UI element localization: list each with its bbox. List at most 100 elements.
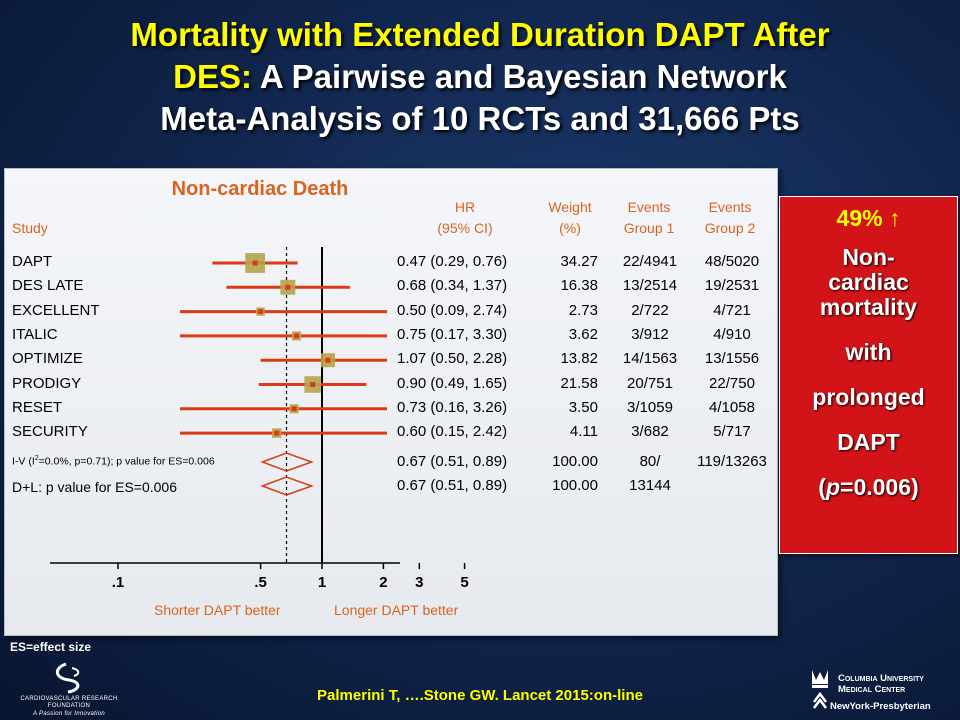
study-events-group2: 5/717 — [713, 423, 751, 441]
study-events-group2: 4/721 — [713, 301, 751, 319]
header-hr: HR (95% CI) — [415, 197, 515, 239]
header-events1-line1: Events — [627, 199, 671, 215]
study-label: DAPT — [12, 253, 53, 270]
title-line-2-yellow: DES: — [173, 58, 252, 95]
callout-percentage: 49% ↑ — [836, 205, 901, 231]
pooled-diamond — [260, 452, 314, 472]
callout-line-4: with — [845, 339, 892, 365]
x-tick-label: 2 — [379, 574, 387, 591]
study-events-group1: 13/2514 — [622, 277, 678, 295]
study-events-group2: 4/1058 — [709, 398, 755, 416]
study-hr-ci: 0.50 (0.09, 2.74) — [397, 301, 508, 319]
study-weight: 13.82 — [560, 350, 598, 368]
title-line-2-white: A Pairwise and Bayesian Network — [251, 58, 787, 95]
crf-foundation: FOUNDATION — [47, 703, 91, 709]
header-hr-line1: HR — [454, 199, 476, 215]
study-weight: 21.58 — [560, 374, 598, 392]
pooled-weight: 100.00 — [552, 453, 598, 470]
pooled-events-group1: 13144 — [629, 477, 671, 494]
study-events-group2: 13/1556 — [704, 350, 760, 368]
study-hr-ci: 0.75 (0.17, 3.30) — [397, 325, 508, 343]
nyp-name: NewYork-Presbyterian — [830, 701, 931, 712]
study-events-group1: 3/1059 — [627, 398, 673, 416]
title-line-1: Mortality with Extended Duration DAPT Af… — [130, 16, 830, 53]
crf-name: CARDIOVASCULAR RESEARCH — [20, 696, 118, 702]
study-hr-ci: 1.07 (0.50, 2.28) — [397, 350, 508, 368]
pooled-dl-label: D+L: p value for ES=0.006 — [12, 479, 177, 495]
study-hr-ci: 0.90 (0.49, 1.65) — [397, 374, 508, 392]
study-label: OPTIMIZE — [12, 350, 83, 368]
slide-title: Mortality with Extended Duration DAPT Af… — [0, 14, 960, 140]
pooled-events-group1: 80/ — [639, 453, 661, 470]
forest-plot-title: Non-cardiac Death — [171, 178, 349, 200]
forest-plot-panel — [4, 168, 778, 636]
callout-box: 49% ↑ Non- cardiac mortality with prolon… — [779, 196, 958, 554]
header-weight: Weight (%) — [535, 197, 605, 239]
header-events2-line2: Group 2 — [704, 220, 756, 236]
study-hr-ci: 0.47 (0.29, 0.76) — [397, 253, 508, 270]
citation: Palmerini T, ….Stone GW. Lancet 2015:on-… — [317, 687, 643, 704]
x-tick-label: 3 — [415, 574, 423, 591]
callout-line-6: DAPT — [837, 429, 900, 455]
study-events-group2: 22/750 — [709, 374, 755, 392]
study-weight: 3.62 — [568, 325, 598, 343]
header-events2-line1: Events — [708, 199, 752, 215]
callout-line-2: cardiac — [828, 269, 909, 295]
pooled-weight: 100.00 — [552, 477, 598, 494]
pooled-hr-ci: 0.67 (0.51, 0.89) — [397, 453, 508, 470]
study-events-group1: 22/4941 — [622, 253, 678, 270]
header-weight-line2: (%) — [559, 220, 581, 236]
header-events-group1: Events Group 1 — [614, 197, 684, 239]
callout-line-5: prolonged — [812, 384, 925, 410]
study-events-group2: 48/5020 — [704, 253, 760, 270]
study-label: EXCELLENT — [12, 301, 100, 319]
pooled-events-group2: 119/13263 — [697, 453, 767, 470]
x-tick-label: .5 — [254, 574, 267, 591]
callout-pvalue: (p=0.006) — [818, 474, 919, 500]
callout-line-1: Non- — [842, 244, 895, 270]
crf-tagline: A Passion for Innovation — [32, 711, 106, 717]
axis-note-shorter: Shorter DAPT better — [154, 602, 281, 618]
callout-line-3: mortality — [819, 294, 918, 320]
study-weight: 4.11 — [569, 423, 598, 441]
cumc-name-2: Medical Center — [838, 684, 906, 695]
study-label: SECURITY — [12, 423, 88, 441]
header-events1-line2: Group 1 — [623, 220, 675, 236]
study-hr-ci: 0.60 (0.15, 2.42) — [397, 423, 508, 441]
x-tick-label: 1 — [318, 574, 326, 591]
study-point-estimate — [252, 260, 258, 266]
study-label: PRODIGY — [12, 374, 82, 392]
study-events-group1: 3/912 — [631, 325, 669, 343]
study-point-estimate — [274, 430, 280, 436]
x-tick-label: 5 — [460, 574, 468, 591]
study-weight: 3.50 — [568, 398, 598, 416]
header-hr-line2: (95% CI) — [437, 220, 493, 236]
crf-logo — [55, 662, 80, 694]
pooled-diamond — [260, 476, 314, 496]
study-events-group1: 2/722 — [631, 301, 669, 319]
study-events-group1: 14/1563 — [622, 350, 678, 368]
study-weight: 2.73 — [568, 301, 598, 319]
study-events-group1: 20/751 — [627, 374, 673, 392]
pooled-iv-label: I-V (I2=0.0%, p=0.71); p value for ES=0.… — [12, 455, 215, 468]
study-point-estimate — [310, 382, 316, 387]
study-point-estimate — [291, 406, 297, 412]
study-hr-ci: 0.68 (0.34, 1.37) — [397, 277, 508, 295]
study-weight: 16.38 — [560, 277, 598, 295]
study-point-estimate — [258, 309, 264, 315]
study-point-estimate — [325, 357, 331, 363]
study-hr-ci: 0.73 (0.16, 3.26) — [397, 398, 508, 416]
study-label: RESET — [12, 398, 63, 416]
columbia-crown-icon — [812, 670, 828, 709]
axis-note-longer: Longer DAPT better — [334, 602, 459, 618]
header-events-group2: Events Group 2 — [694, 197, 766, 239]
study-point-estimate — [294, 333, 300, 339]
pooled-hr-ci: 0.67 (0.51, 0.89) — [397, 477, 508, 494]
study-events-group1: 3/682 — [631, 423, 669, 441]
header-weight-line1: Weight — [548, 199, 592, 215]
study-label: ITALIC — [12, 325, 58, 343]
x-tick-label: .1 — [112, 574, 125, 591]
header-study: Study — [12, 220, 48, 236]
study-point-estimate — [285, 284, 291, 290]
